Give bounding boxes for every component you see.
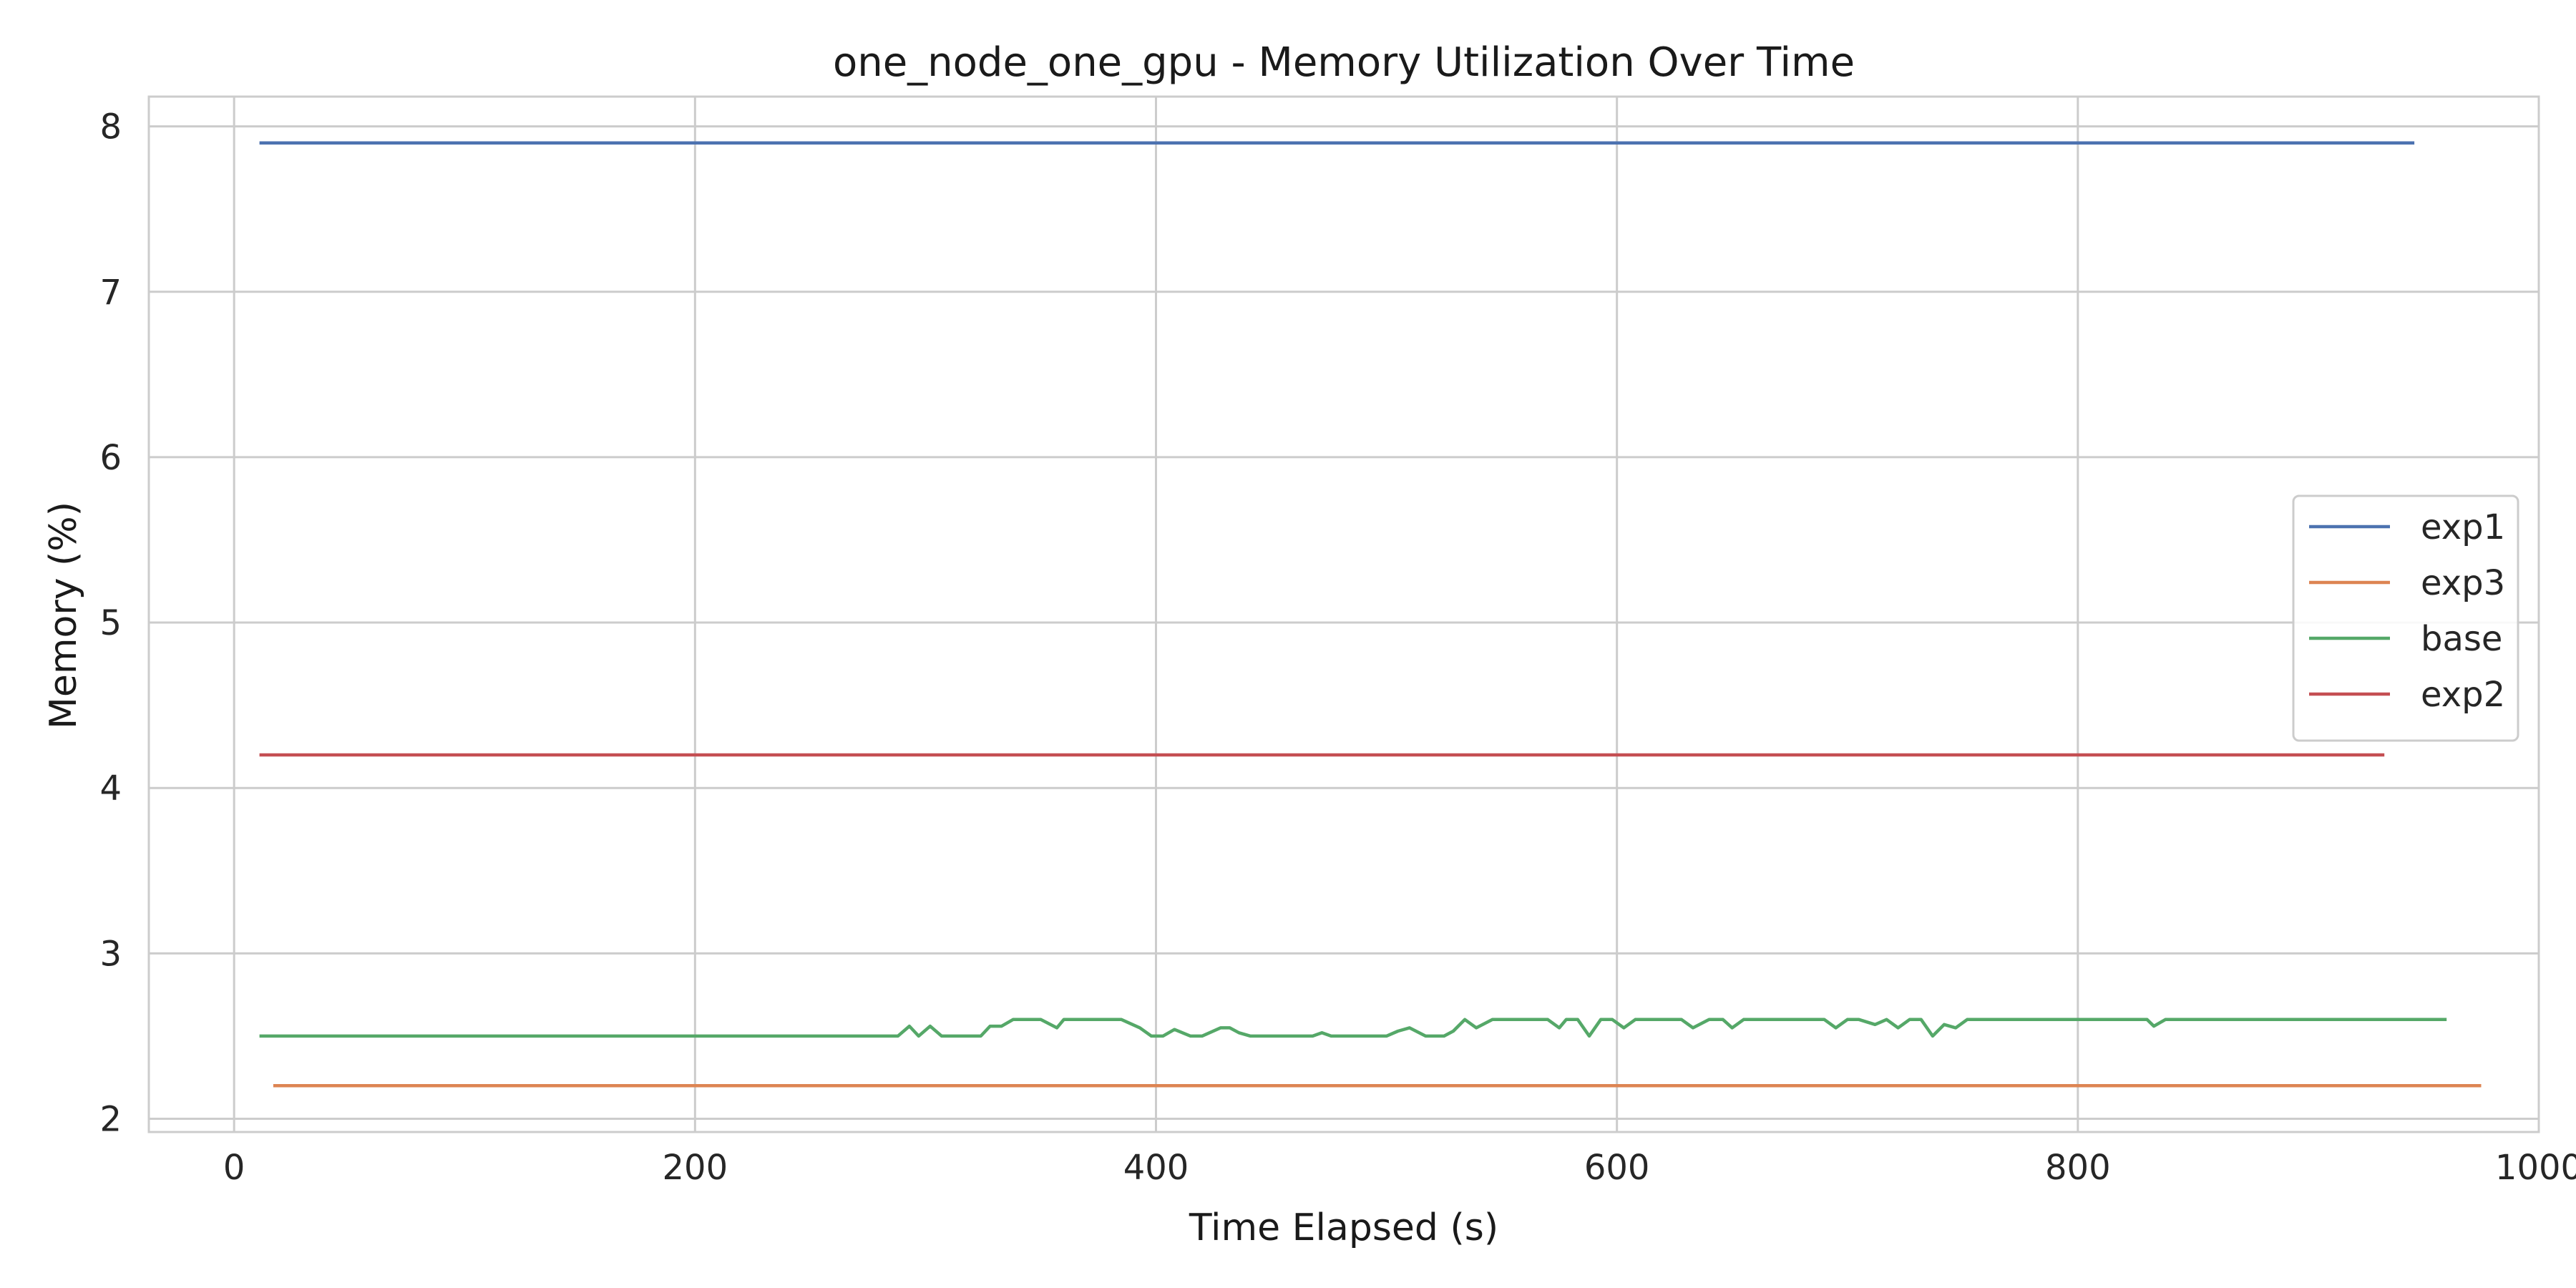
legend-label-exp1: exp1 (2421, 507, 2505, 547)
x-tick-label: 400 (1123, 1148, 1189, 1188)
chart-title: one_node_one_gpu - Memory Utilization Ov… (833, 39, 1855, 86)
x-axis-label: Time Elapsed (s) (1189, 1206, 1498, 1249)
legend: exp1 exp3 base exp2 (2292, 494, 2519, 742)
series-line-base (259, 1018, 2447, 1038)
y-axis-label: Memory (%) (42, 502, 85, 729)
y-tick-label: 3 (99, 934, 122, 974)
plot-area: 0 200 400 600 800 1000 2 3 4 5 6 7 8 (99, 95, 2576, 1188)
x-tick-label: 0 (223, 1148, 245, 1188)
x-tick-label: 200 (663, 1148, 728, 1188)
legend-label-base: base (2421, 619, 2502, 659)
y-tick-label: 5 (99, 603, 122, 643)
x-tick-label: 600 (1584, 1148, 1650, 1188)
plot-background (149, 97, 2539, 1132)
x-tick-label: 800 (2045, 1148, 2111, 1188)
y-tick-label: 8 (99, 107, 122, 147)
legend-box (2292, 494, 2519, 742)
y-tick-label: 2 (99, 1100, 122, 1140)
legend-label-exp3: exp3 (2421, 563, 2505, 603)
x-tick-label: 1000 (2495, 1148, 2576, 1188)
y-tick-label: 7 (99, 273, 122, 313)
plot-frame (147, 95, 2540, 1133)
legend-label-exp2: exp2 (2421, 675, 2505, 715)
y-tick-label: 6 (99, 438, 122, 478)
y-tick-label: 4 (99, 769, 122, 809)
